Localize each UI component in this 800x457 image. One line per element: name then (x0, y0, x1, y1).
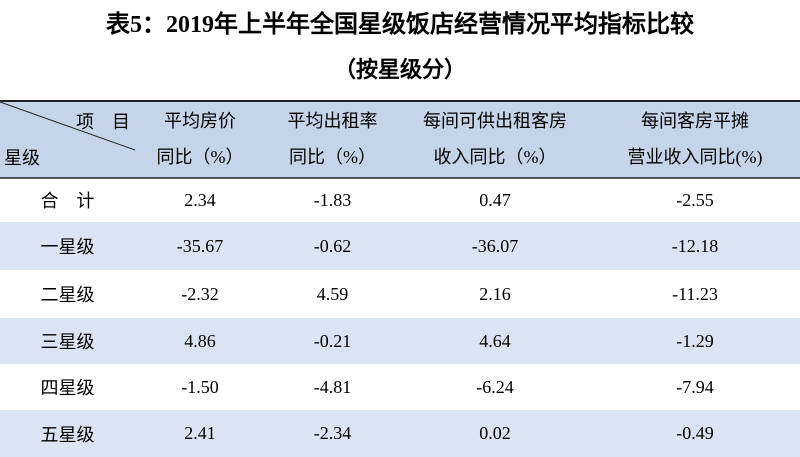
value-cell: -2.32 (181, 283, 219, 304)
row-label: 四星级 (40, 378, 95, 398)
value-cell: 4.86 (184, 330, 216, 351)
header-cell: 每间可供出租客房 收入同比（%） (400, 100, 590, 178)
value-cell: 2.34 (184, 189, 216, 210)
value-cell: -0.62 (313, 235, 352, 256)
subtitle: （按星级分） (333, 57, 466, 82)
value-cell: -12.18 (671, 235, 719, 256)
corner-top: 项 目 (76, 112, 130, 132)
value-cell: -1.50 (181, 376, 219, 397)
value-cell: -2.34 (313, 423, 352, 443)
header-cell: 平均出租率同比（%） (265, 100, 400, 178)
value-cell: 0.47 (479, 189, 511, 210)
header-cell: 每间客房平摊 营业收入同比(%) (590, 100, 800, 178)
value-cell: -0.49 (676, 423, 714, 443)
header-line: 平均出租率 (287, 111, 378, 131)
row-label: 合 计 (40, 191, 95, 211)
row-label: 五星级 (40, 424, 95, 445)
value-cell: 4.64 (479, 330, 511, 351)
header-line: 收入同比（%） (433, 147, 557, 167)
row-label: 三星级 (40, 332, 95, 352)
value-cell: -6.24 (476, 376, 514, 397)
value-cell: -2.55 (676, 189, 714, 210)
header-cell: 平均房价同比（%） (135, 100, 265, 178)
value-cell: 4.59 (316, 283, 349, 304)
value-cell: 2.16 (479, 283, 511, 304)
value-cell: 2.41 (184, 423, 216, 443)
value-cell: -4.81 (313, 376, 352, 397)
value-cell: -0.21 (313, 330, 352, 351)
header-line: 同比（%） (156, 147, 244, 167)
header-line: 同比（%） (289, 147, 376, 167)
table-lines (0, 100, 800, 457)
title: 表5：2019年上半年全国星级饭店经营情况平均指标比较 (106, 12, 694, 38)
header-line: 营业收入同比(%) (627, 147, 763, 167)
row-label: 一星级 (40, 237, 95, 257)
row-label: 二星级 (40, 285, 95, 305)
value-cell: -11.23 (672, 283, 718, 304)
header-line: 每间客房平摊 (641, 111, 749, 131)
value-cell: -1.29 (676, 330, 714, 351)
header-line: 平均房价 (164, 111, 236, 131)
header-line: 每间可供出租客房 (423, 111, 567, 131)
value-cell: -35.67 (176, 235, 224, 256)
value-cell: -36.07 (471, 235, 519, 256)
value-cell: -1.83 (313, 189, 352, 210)
corner-bottom: 星级 (4, 148, 40, 168)
value-cell: 0.02 (479, 423, 511, 443)
table: 项 目星级 平均房价 同比（%） 平均出租率 同比（%） 每间可供出租客房 收入同比（%）每… (0, 100, 800, 457)
value-cell: -7.94 (676, 376, 714, 397)
